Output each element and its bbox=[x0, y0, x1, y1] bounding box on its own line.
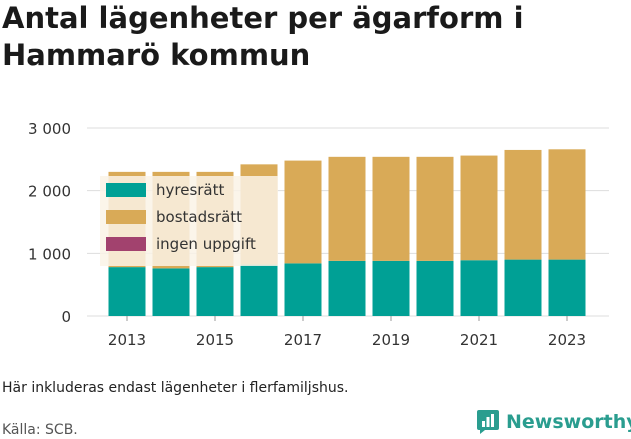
x-tick-label: 2023 bbox=[548, 331, 586, 349]
x-tick-label: 2013 bbox=[108, 331, 146, 349]
bar-bostadsratt-2019 bbox=[372, 156, 410, 261]
x-tick-label: 2019 bbox=[372, 331, 410, 349]
bar-hyresratt-2022 bbox=[504, 259, 542, 316]
x-tick-label: 2017 bbox=[284, 331, 322, 349]
bar-hyresratt-2021 bbox=[460, 260, 498, 316]
y-tick-label: 2 000 bbox=[28, 183, 71, 201]
bar-hyresratt-2014 bbox=[152, 268, 190, 316]
x-axis-ticks: 2013 2015 2017 2019 2021 2023 bbox=[108, 316, 586, 349]
bar-bostadsratt-2022 bbox=[504, 149, 542, 260]
legend-swatch-bostadsratt bbox=[106, 210, 146, 224]
legend-swatch-hyresratt bbox=[106, 183, 146, 197]
bar-hyresratt-2013 bbox=[108, 267, 146, 316]
bar-bostadsratt-2017 bbox=[284, 160, 322, 264]
bar-hyresratt-2023 bbox=[548, 259, 586, 316]
bar-bostadsratt-2021 bbox=[460, 155, 498, 261]
legend-swatch-ingen_uppgift bbox=[106, 237, 146, 251]
source-note: Källa: SCB. bbox=[2, 422, 78, 438]
chart-title: Antal lägenheter per ägarform i Hammarö … bbox=[2, 1, 524, 72]
brand-logo[interactable]: Newsworthy bbox=[476, 408, 631, 436]
y-axis-ticks: 0 1 000 2 000 3 000 bbox=[28, 120, 71, 326]
legend-label-hyresratt: hyresrätt bbox=[156, 181, 225, 199]
newsworthy-logo-icon bbox=[477, 410, 499, 434]
y-tick-label: 1 000 bbox=[28, 245, 71, 263]
bar-hyresratt-2016 bbox=[240, 264, 278, 316]
x-tick-label: 2015 bbox=[196, 331, 234, 349]
brand-name: Newsworthy bbox=[506, 411, 631, 433]
x-tick-label: 2021 bbox=[460, 331, 498, 349]
y-tick-label: 0 bbox=[61, 308, 71, 326]
bar-bostadsratt-2020 bbox=[416, 156, 454, 261]
legend: hyresrätt bostadsrätt ingen uppgift bbox=[100, 176, 278, 266]
bar-hyresratt-2015 bbox=[196, 267, 234, 316]
legend-label-bostadsratt: bostadsrätt bbox=[156, 208, 242, 226]
bar-bostadsratt-2018 bbox=[328, 156, 366, 261]
footnote: Här inkluderas endast lägenheter i flerf… bbox=[2, 380, 349, 396]
legend-label-ingen_uppgift: ingen uppgift bbox=[156, 235, 256, 253]
y-tick-label: 3 000 bbox=[28, 120, 71, 138]
bar-hyresratt-2019 bbox=[372, 260, 410, 316]
bar-bostadsratt-2023 bbox=[548, 149, 586, 260]
bar-hyresratt-2020 bbox=[416, 260, 454, 316]
bar-hyresratt-2017 bbox=[284, 263, 322, 316]
bar-hyresratt-2018 bbox=[328, 260, 366, 316]
